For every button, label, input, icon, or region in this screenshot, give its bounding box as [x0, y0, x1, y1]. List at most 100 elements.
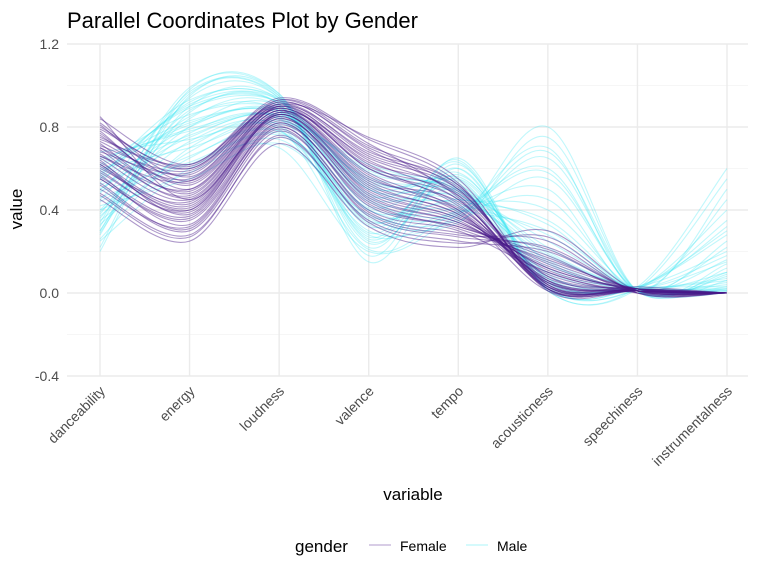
y-axis-title: value [7, 189, 26, 230]
male-series-line [99, 112, 728, 295]
female-series-line [99, 134, 728, 298]
female-series-line [99, 105, 728, 294]
male-series-line [99, 107, 728, 292]
male-series-line [99, 94, 728, 291]
female-series-line [99, 118, 728, 294]
y-tick-label: 0.0 [40, 285, 60, 301]
female-series-line [99, 122, 728, 295]
male-series-line [99, 77, 728, 301]
grid [67, 43, 748, 377]
female-series-line [99, 105, 728, 298]
male-series-line [99, 119, 728, 295]
y-axis-ticks: 1.2 0.8 0.4 0.0 -0.4 [35, 36, 59, 384]
female-series-line [99, 116, 728, 294]
female-series-line [99, 109, 728, 294]
male-series-line [99, 133, 728, 298]
y-tick-label: 1.2 [40, 36, 60, 52]
male-series-line [99, 92, 728, 294]
male-series-line [99, 106, 728, 293]
female-series-line [99, 126, 728, 296]
y-tick-label: 0.8 [40, 119, 60, 135]
male-series-line [99, 103, 728, 292]
x-tick-label: speechiness [579, 383, 645, 449]
female-series-line [99, 107, 728, 294]
male-series-line [99, 105, 728, 293]
male-series-line [99, 142, 728, 292]
female-series-line [99, 143, 728, 297]
y-tick-label: 0.4 [40, 202, 60, 218]
male-series-line [99, 99, 728, 292]
x-tick-label: danceability [45, 383, 109, 447]
male-series-line [99, 113, 728, 293]
female-series-line [99, 116, 728, 295]
male-series-line [99, 127, 728, 297]
x-tick-label: tempo [428, 383, 467, 422]
y-tick-label: -0.4 [35, 368, 59, 384]
female-series-line [99, 124, 728, 294]
female-series-line [99, 111, 728, 294]
female-series-line [99, 114, 728, 294]
female-series-line [99, 105, 728, 294]
legend-title: gender [295, 537, 348, 556]
male-series-line [99, 75, 728, 301]
female-series-line [99, 97, 728, 300]
x-tick-label: valence [331, 383, 377, 429]
x-tick-label: acousticness [487, 383, 556, 452]
male-series-line [99, 88, 727, 295]
female-series-line [99, 109, 728, 294]
female-series-line [99, 130, 728, 298]
male-series-line [99, 97, 728, 292]
legend: gender Female Male [295, 537, 528, 556]
male-lines [99, 71, 728, 306]
male-series-line [99, 121, 728, 299]
male-series-line [99, 131, 728, 300]
female-series-line [99, 122, 728, 297]
female-series-line [99, 114, 728, 294]
x-axis-ticks: danceability energy loudness valence tempo ac… [45, 383, 736, 469]
male-series-line [99, 90, 728, 294]
male-series-line [99, 72, 728, 306]
male-series-line [99, 91, 728, 295]
female-series-line [99, 98, 728, 296]
female-series-line [99, 128, 728, 296]
male-series-line [99, 85, 728, 293]
x-tick-label: loudness [236, 383, 287, 434]
male-series-line [99, 107, 728, 294]
male-series-line [99, 88, 728, 295]
female-series-line [99, 120, 728, 295]
female-lines [99, 97, 728, 300]
male-series-line [99, 101, 728, 290]
male-series-line [99, 71, 728, 306]
chart-title: Parallel Coordinates Plot by Gender [67, 8, 418, 33]
female-series-line [99, 105, 728, 296]
x-axis-title: variable [383, 485, 443, 504]
male-series-line [99, 112, 728, 293]
female-series-line [99, 101, 728, 297]
legend-label-male: Male [497, 538, 528, 554]
male-series-line [99, 116, 728, 296]
female-series-line [99, 111, 728, 294]
female-series-line [99, 107, 728, 294]
male-series-line [99, 113, 728, 296]
male-series-line [99, 80, 728, 302]
male-series-line [99, 93, 728, 292]
x-tick-label: instrumentalness [649, 383, 735, 469]
female-series-line [99, 103, 728, 296]
male-series-line [99, 112, 728, 294]
female-series-line [99, 114, 728, 294]
legend-label-female: Female [400, 538, 447, 554]
male-series-line [99, 122, 728, 294]
male-series-line [99, 135, 728, 298]
female-series-line [99, 136, 728, 296]
male-series-line [99, 118, 728, 293]
female-series-line [99, 99, 728, 298]
x-tick-label: energy [156, 383, 198, 425]
female-series-line [99, 103, 728, 296]
male-series-line [99, 128, 728, 297]
female-series-line [99, 107, 728, 294]
male-series-line [99, 121, 728, 292]
male-series-line [99, 125, 728, 299]
female-series-line [99, 101, 728, 296]
